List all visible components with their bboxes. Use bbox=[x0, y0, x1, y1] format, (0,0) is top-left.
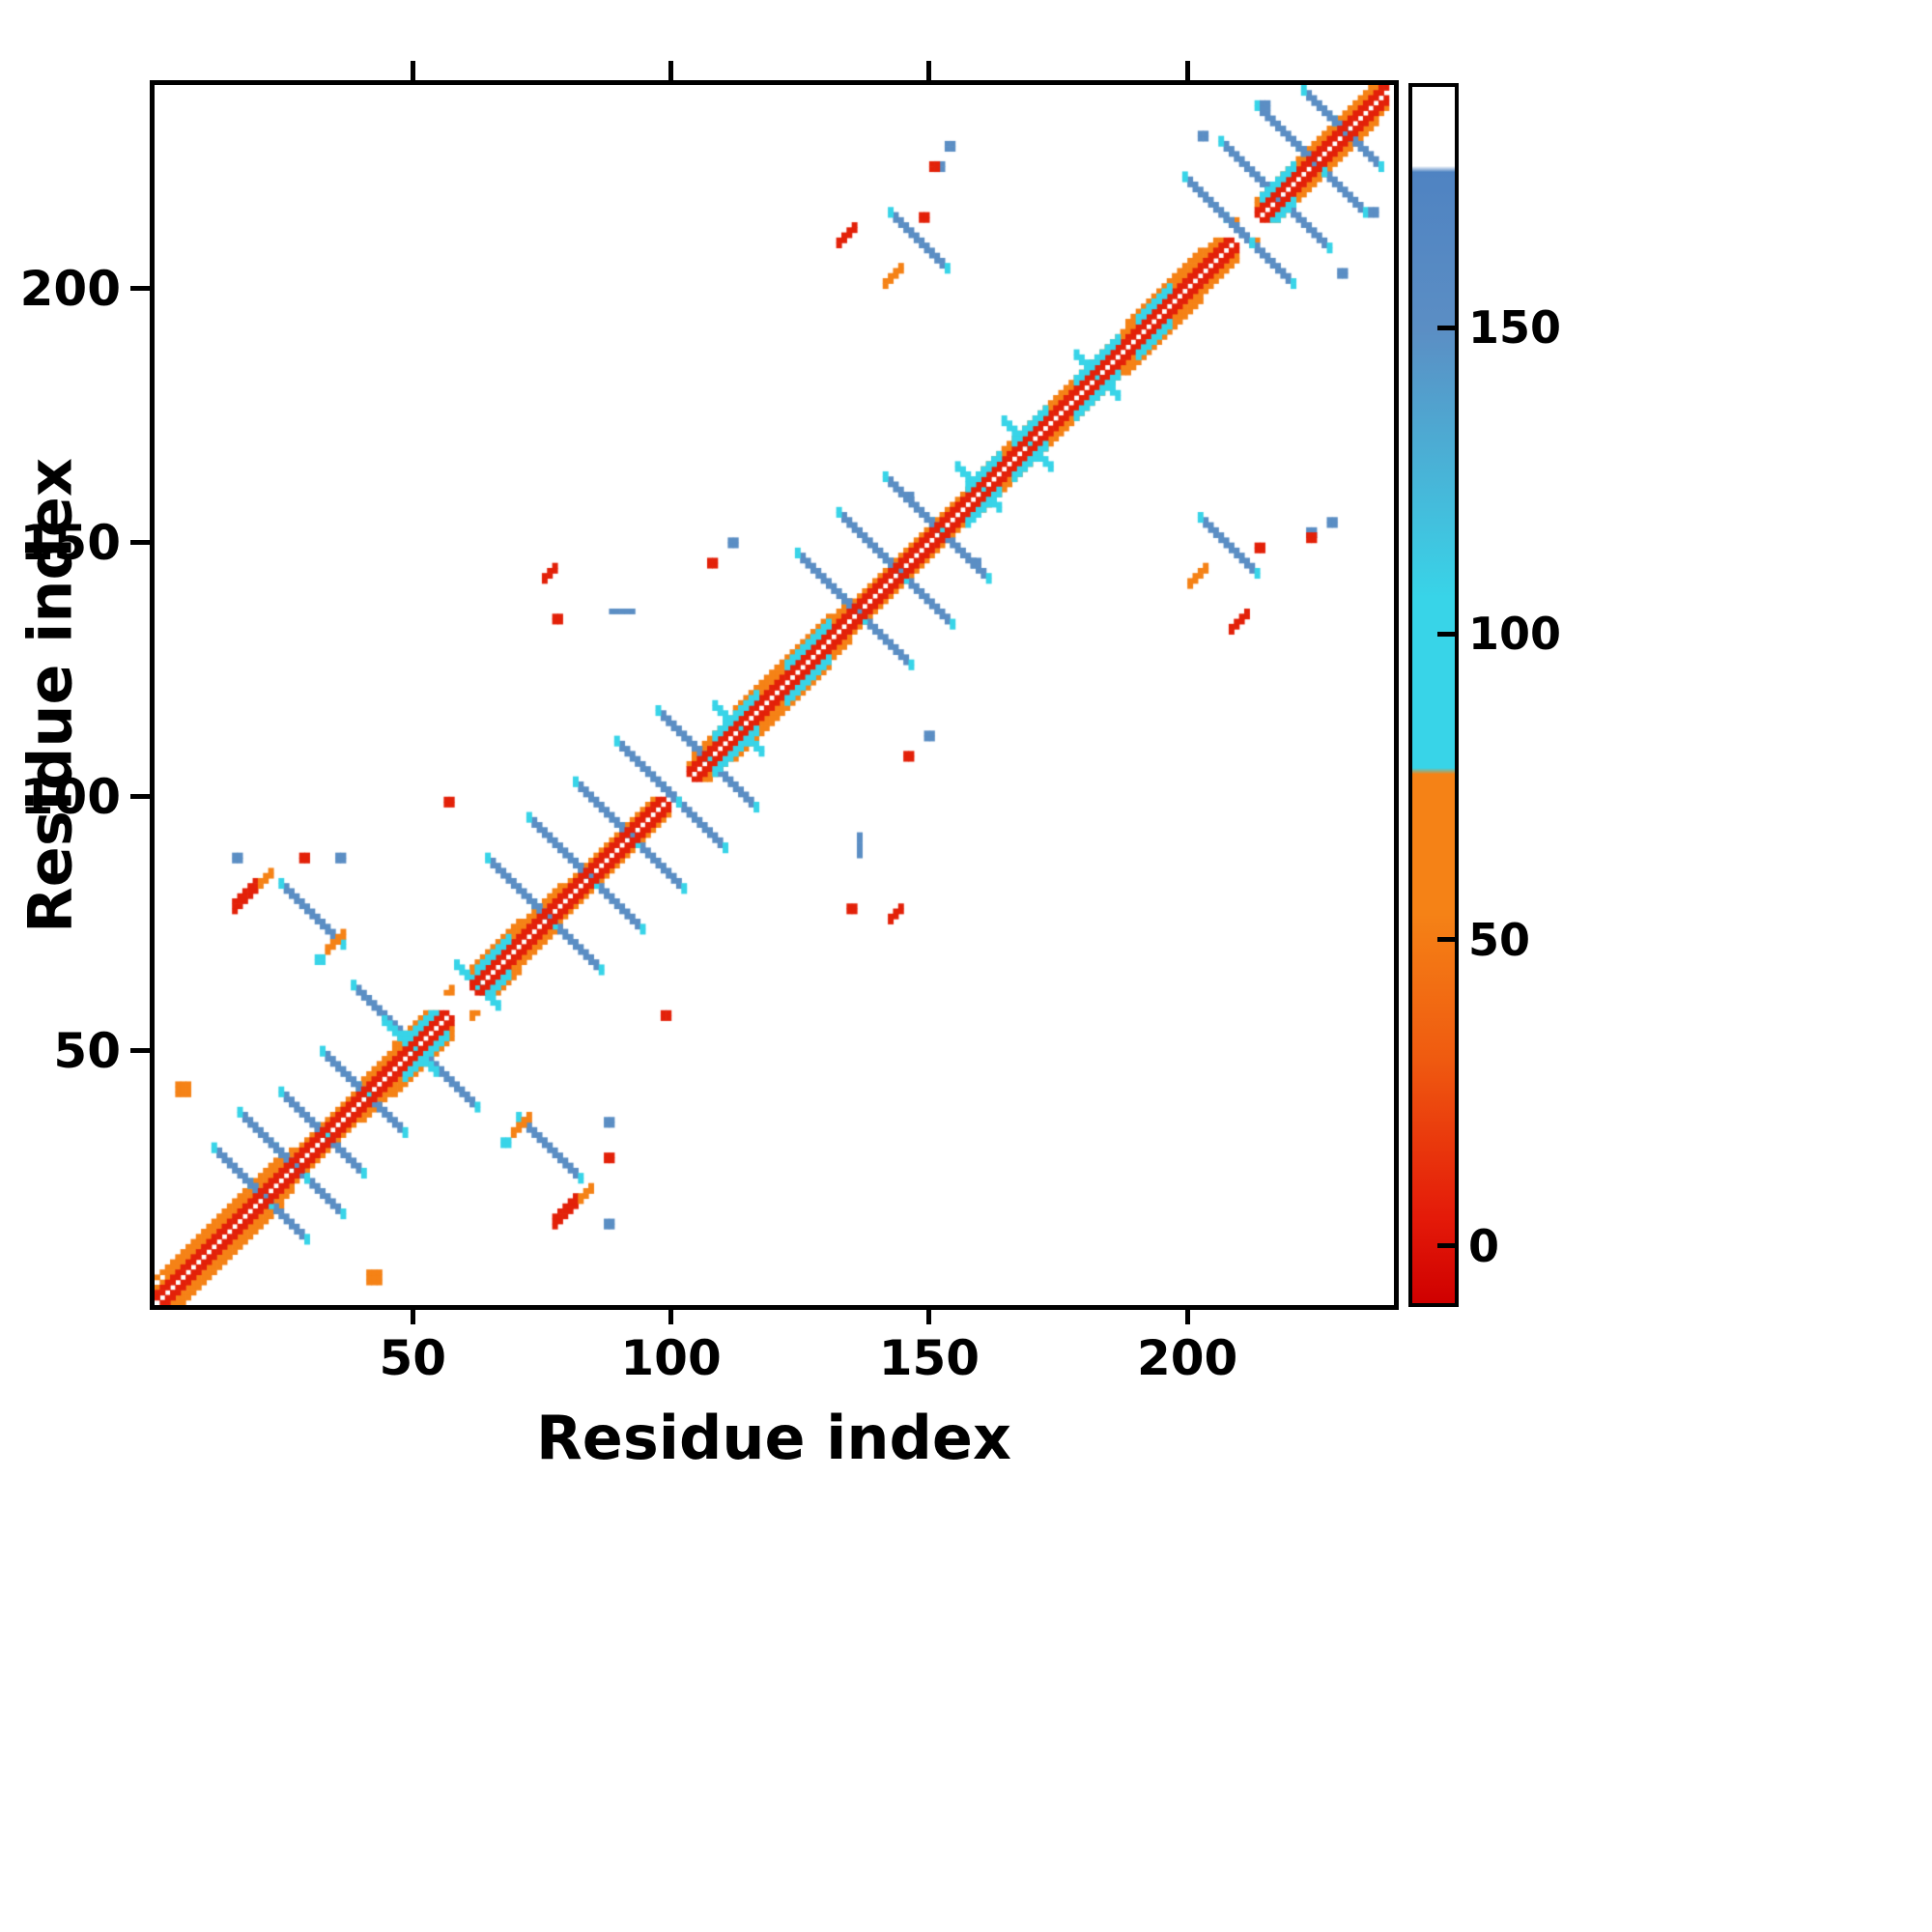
contact-map-canvas bbox=[155, 85, 1394, 1305]
x-axis-label: Residue index bbox=[536, 1403, 1011, 1473]
x-tick-top bbox=[668, 61, 674, 80]
x-tick-top bbox=[1184, 61, 1190, 80]
x-tick-top bbox=[926, 61, 932, 80]
y-tick-label: 50 bbox=[53, 1022, 121, 1079]
y-tick-label: 200 bbox=[19, 260, 121, 317]
y-tick bbox=[130, 286, 150, 291]
colorbar bbox=[1408, 83, 1459, 1307]
x-tick bbox=[1184, 1305, 1190, 1324]
colorbar-tick-label: 50 bbox=[1468, 913, 1531, 966]
colorbar-tick bbox=[1437, 1243, 1455, 1249]
x-tick-top bbox=[410, 61, 415, 80]
x-tick bbox=[410, 1305, 415, 1324]
y-tick bbox=[130, 1048, 150, 1054]
colorbar-tick-label: 0 bbox=[1468, 1219, 1500, 1272]
y-tick-label: 100 bbox=[19, 768, 121, 825]
colorbar-tick bbox=[1437, 937, 1455, 943]
x-tick-label: 50 bbox=[379, 1330, 447, 1386]
x-tick bbox=[926, 1305, 932, 1324]
y-tick-label: 150 bbox=[19, 514, 121, 571]
x-tick bbox=[668, 1305, 674, 1324]
colorbar-tick bbox=[1437, 325, 1455, 330]
colorbar-gradient bbox=[1412, 87, 1455, 1303]
colorbar-tick bbox=[1437, 631, 1455, 637]
colorbar-tick-label: 150 bbox=[1468, 301, 1562, 355]
x-tick-label: 200 bbox=[1136, 1330, 1238, 1386]
y-tick bbox=[130, 540, 150, 546]
x-tick-label: 150 bbox=[878, 1330, 980, 1386]
x-tick-label: 100 bbox=[620, 1330, 722, 1386]
colorbar-tick-label: 100 bbox=[1468, 608, 1562, 661]
y-tick bbox=[130, 794, 150, 800]
